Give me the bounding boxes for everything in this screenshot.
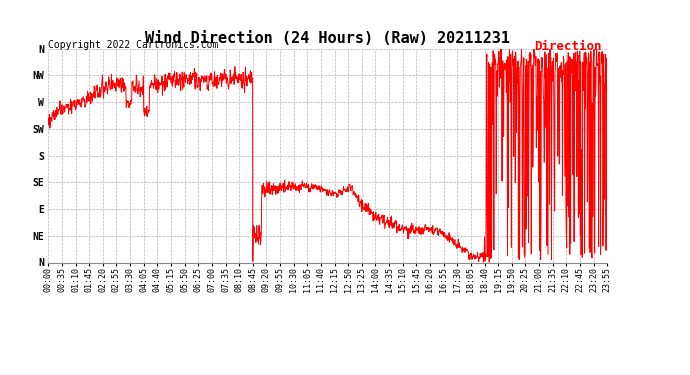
Text: Direction: Direction: [534, 40, 602, 53]
Title: Wind Direction (24 Hours) (Raw) 20211231: Wind Direction (24 Hours) (Raw) 20211231: [146, 31, 510, 46]
Text: Copyright 2022 Cartronics.com: Copyright 2022 Cartronics.com: [48, 40, 219, 50]
